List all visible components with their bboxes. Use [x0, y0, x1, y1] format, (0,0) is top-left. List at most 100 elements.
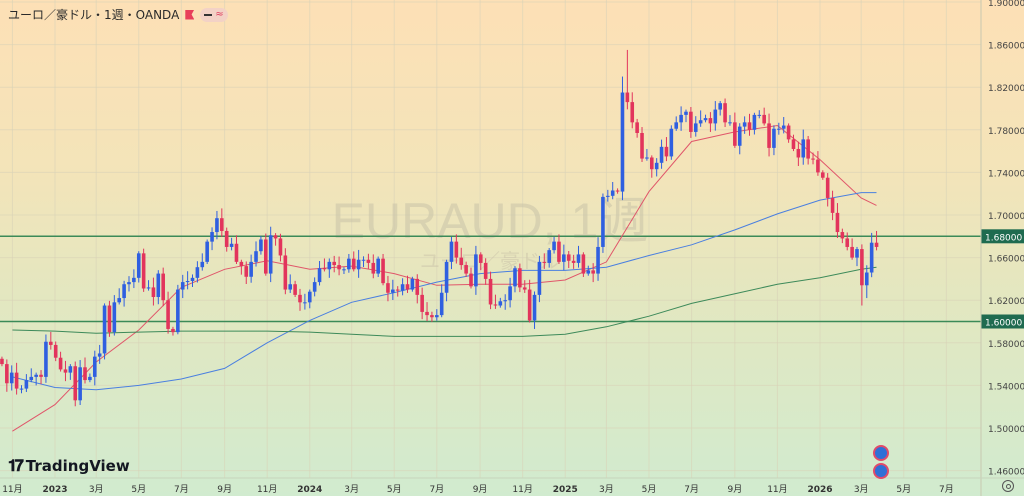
- candle[interactable]: [400, 278, 405, 296]
- candle[interactable]: [263, 233, 268, 276]
- candle[interactable]: [547, 248, 551, 268]
- candle[interactable]: [229, 237, 234, 251]
- candle[interactable]: [449, 236, 454, 270]
- candle[interactable]: [733, 112, 737, 148]
- candle[interactable]: [459, 247, 464, 270]
- candle[interactable]: [19, 385, 24, 394]
- candle[interactable]: [366, 253, 371, 269]
- candle[interactable]: [454, 234, 459, 264]
- candle[interactable]: [786, 123, 791, 143]
- candle[interactable]: [439, 284, 444, 318]
- candle[interactable]: [425, 302, 429, 322]
- candle[interactable]: [723, 98, 727, 128]
- candle[interactable]: [566, 250, 571, 269]
- candle[interactable]: [112, 295, 117, 336]
- candle[interactable]: [49, 331, 53, 350]
- candle[interactable]: [166, 291, 170, 334]
- candle[interactable]: [303, 293, 307, 310]
- candle[interactable]: [332, 255, 336, 273]
- candle[interactable]: [117, 288, 122, 305]
- candle[interactable]: [689, 107, 693, 138]
- candle[interactable]: [288, 274, 293, 293]
- candle[interactable]: [342, 267, 346, 275]
- candle[interactable]: [97, 344, 102, 364]
- candle[interactable]: [254, 241, 258, 267]
- candle[interactable]: [171, 326, 175, 336]
- candle[interactable]: [596, 237, 600, 281]
- candle[interactable]: [796, 141, 801, 167]
- candle[interactable]: [9, 365, 14, 391]
- candle[interactable]: [860, 244, 864, 306]
- tradingview-logo[interactable]: 𝟏𝟕 TradingView: [8, 456, 130, 476]
- candle[interactable]: [156, 270, 161, 305]
- candle[interactable]: [307, 289, 312, 309]
- candle[interactable]: [435, 309, 439, 321]
- candle[interactable]: [102, 303, 107, 360]
- candle[interactable]: [630, 92, 635, 129]
- candle[interactable]: [63, 360, 68, 382]
- candle[interactable]: [39, 370, 43, 385]
- candle[interactable]: [537, 255, 542, 303]
- candle[interactable]: [24, 374, 29, 393]
- candle[interactable]: [527, 279, 532, 323]
- economic-event-icon[interactable]: [873, 445, 889, 461]
- candle[interactable]: [601, 193, 605, 253]
- candle[interactable]: [483, 258, 488, 285]
- candle[interactable]: [327, 258, 332, 278]
- candle[interactable]: [234, 235, 239, 264]
- candle[interactable]: [210, 227, 214, 251]
- candle[interactable]: [801, 129, 806, 165]
- candle[interactable]: [386, 275, 390, 302]
- candle[interactable]: [180, 274, 185, 299]
- candle[interactable]: [405, 275, 410, 293]
- candle[interactable]: [737, 123, 742, 155]
- candle[interactable]: [298, 288, 302, 311]
- candle[interactable]: [742, 116, 747, 134]
- candle[interactable]: [176, 284, 180, 335]
- candle[interactable]: [410, 276, 415, 292]
- candle[interactable]: [781, 117, 786, 134]
- candle[interactable]: [469, 267, 473, 289]
- candle[interactable]: [591, 263, 595, 283]
- candle[interactable]: [864, 265, 869, 299]
- candle[interactable]: [29, 368, 34, 383]
- candle[interactable]: [493, 294, 498, 309]
- candle[interactable]: [557, 234, 561, 264]
- candle[interactable]: [122, 280, 126, 307]
- candle[interactable]: [586, 265, 591, 276]
- candle[interactable]: [395, 286, 400, 297]
- candle[interactable]: [185, 271, 190, 290]
- candle[interactable]: [508, 277, 512, 308]
- candle[interactable]: [830, 190, 835, 221]
- candle[interactable]: [415, 274, 420, 304]
- candle[interactable]: [518, 263, 522, 293]
- candle[interactable]: [762, 107, 766, 126]
- candle[interactable]: [615, 188, 620, 194]
- gear-icon[interactable]: [1002, 480, 1014, 492]
- candle[interactable]: [68, 364, 73, 380]
- candle[interactable]: [718, 101, 722, 116]
- candle[interactable]: [220, 208, 224, 237]
- candle[interactable]: [728, 115, 732, 126]
- candle[interactable]: [850, 238, 854, 260]
- candle[interactable]: [44, 334, 48, 383]
- candle[interactable]: [522, 280, 527, 293]
- candle[interactable]: [273, 233, 278, 246]
- candle[interactable]: [542, 253, 547, 269]
- candle[interactable]: [215, 210, 219, 240]
- candle[interactable]: [772, 125, 776, 156]
- candle[interactable]: [811, 152, 815, 165]
- candle[interactable]: [444, 259, 449, 302]
- candle[interactable]: [659, 139, 664, 169]
- candle[interactable]: [78, 360, 82, 405]
- candle[interactable]: [205, 239, 209, 264]
- candle[interactable]: [259, 236, 263, 255]
- candle[interactable]: [474, 245, 478, 295]
- candle[interactable]: [791, 134, 796, 152]
- candle[interactable]: [552, 236, 556, 254]
- candle[interactable]: [684, 109, 688, 123]
- candle[interactable]: [391, 279, 395, 300]
- candle[interactable]: [0, 356, 4, 367]
- flag-icon[interactable]: [185, 9, 195, 20]
- candle[interactable]: [14, 362, 19, 395]
